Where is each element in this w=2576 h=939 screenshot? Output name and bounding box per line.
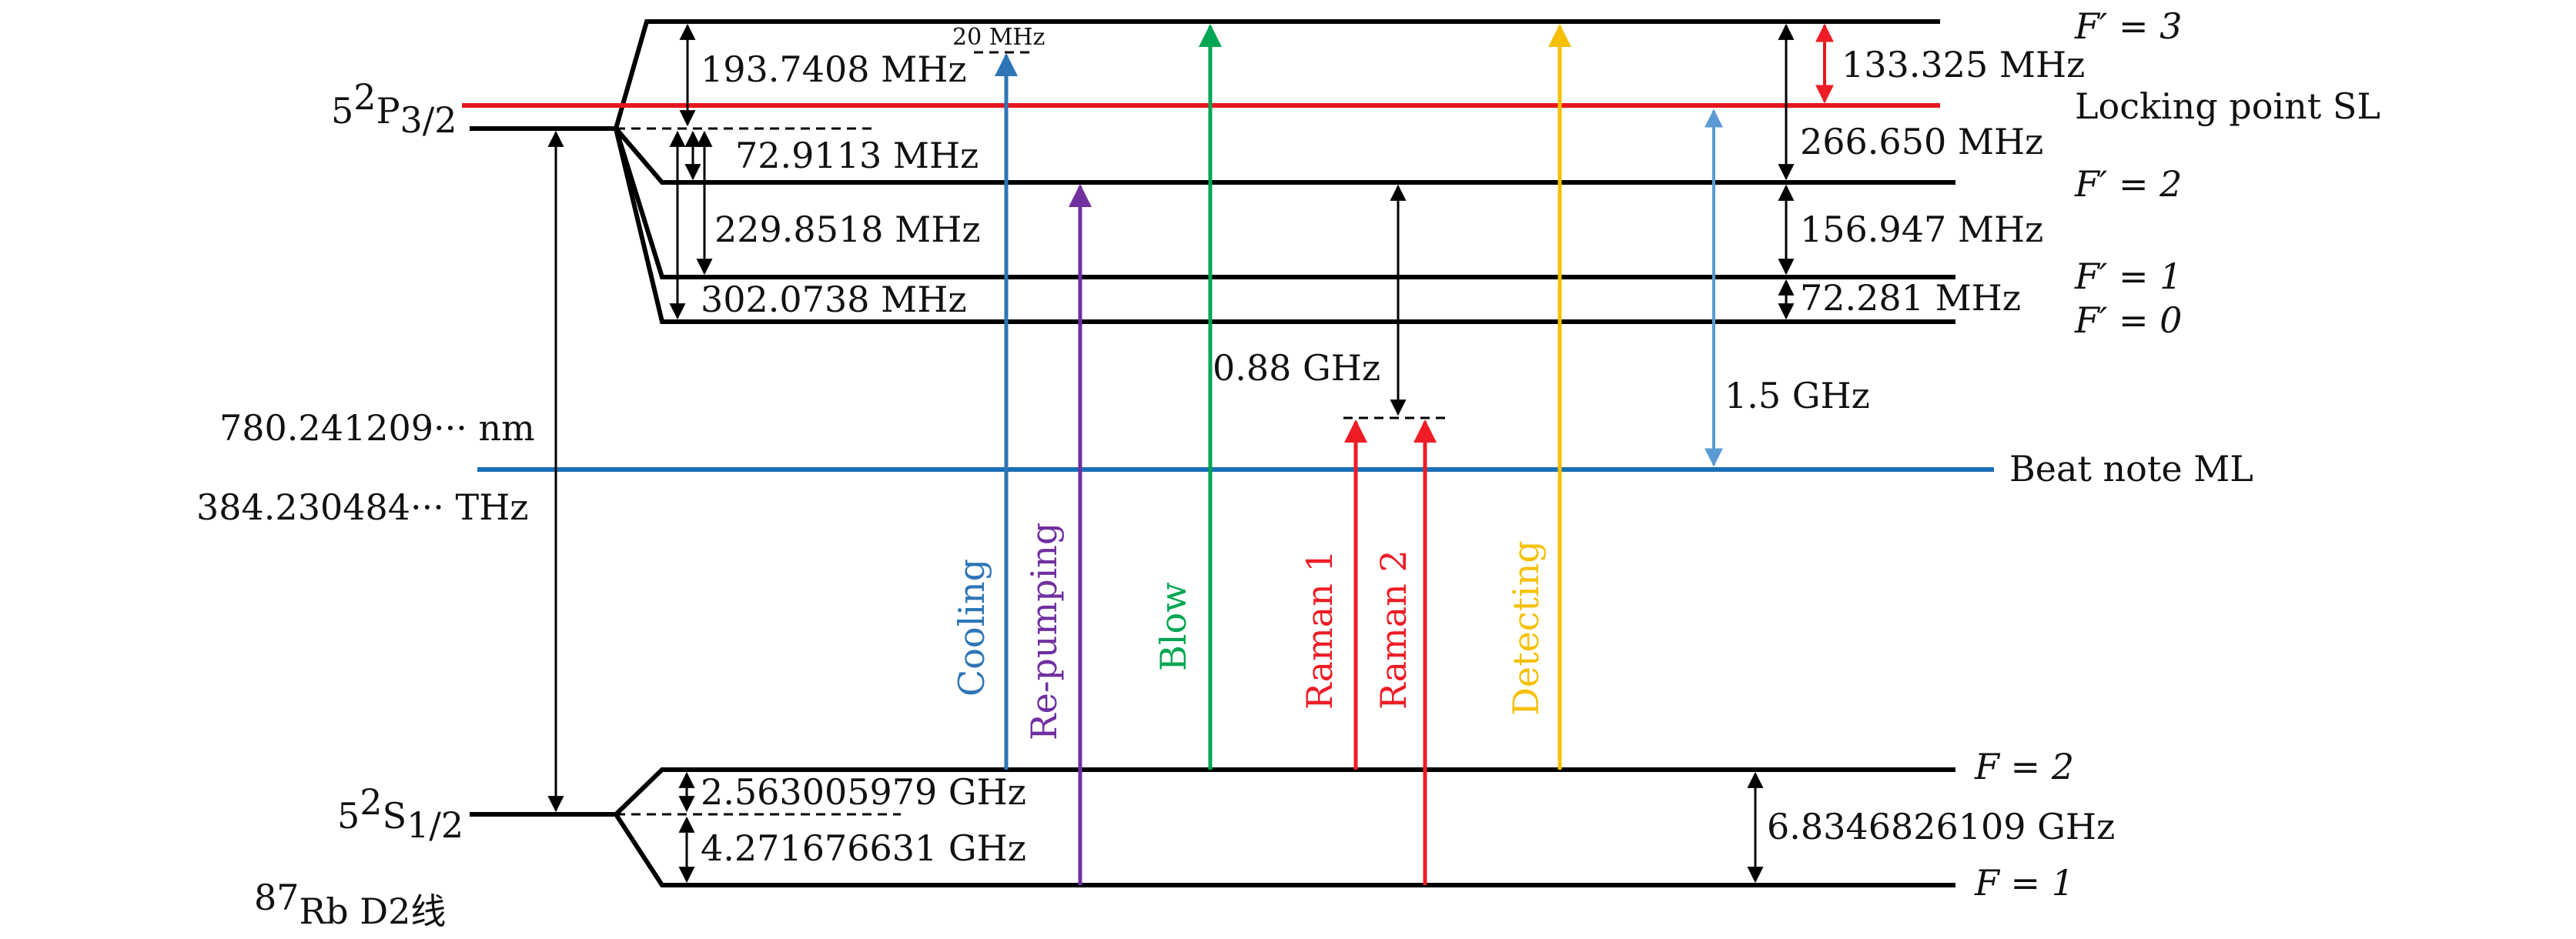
- label-72-2: 72.281 MHz: [1800, 277, 2021, 319]
- fan-p-f0: [614, 128, 1955, 324]
- label-raman2: Raman 2: [1373, 550, 1414, 710]
- label-6-83: 6.8346826109 GHz: [1767, 806, 2115, 847]
- label-beat-note: Beat note ML: [2009, 448, 2253, 490]
- label-156: 156.947 MHz: [1800, 209, 2043, 250]
- label-f1: F = 1: [1974, 862, 2074, 904]
- fan-p-f1: [614, 128, 1955, 279]
- label-302: 302.0738 MHz: [701, 279, 967, 320]
- label-wavelength: 780.241209··· nm: [219, 407, 535, 449]
- label-detecting: Detecting: [1505, 540, 1547, 716]
- label-fp2: F′ = 2: [2074, 163, 2182, 205]
- label-20mhz: 20 MHz: [952, 24, 1045, 51]
- label-frequency: 384.230484··· THz: [196, 486, 529, 528]
- label-fp3: F′ = 3: [2074, 5, 2182, 47]
- label-rb-d2: 87Rb D2线: [254, 877, 446, 932]
- label-2-56: 2.563005979 GHz: [701, 771, 1026, 813]
- label-1-5: 1.5 GHz: [1725, 375, 1870, 416]
- label-193: 193.7408 MHz: [701, 48, 967, 90]
- fan-p-f2: [614, 127, 1955, 185]
- label-133: 133.325 MHz: [1842, 44, 2085, 85]
- label-0-88: 0.88 GHz: [1213, 347, 1380, 389]
- energy-levels: [470, 19, 1955, 887]
- fan-s-f1: [614, 813, 1955, 887]
- label-5p32: 52P3/2: [331, 76, 457, 141]
- label-229: 229.8518 MHz: [714, 209, 981, 250]
- label-repumping: Re-pumping: [1023, 523, 1065, 740]
- fan-s-f2: [614, 767, 1955, 817]
- label-4-27: 4.271676631 GHz: [701, 827, 1026, 869]
- label-266: 266.650 MHz: [1800, 121, 2043, 162]
- label-fp1: F′ = 1: [2074, 256, 2182, 297]
- label-cooling: Cooling: [951, 559, 992, 697]
- label-fp0: F′ = 0: [2074, 299, 2182, 341]
- label-raman1: Raman 1: [1299, 550, 1340, 710]
- label-f2: F = 2: [1974, 746, 2074, 787]
- fan-p-f3: [614, 19, 1940, 129]
- label-blow: Blow: [1153, 582, 1194, 671]
- label-72-9: 72.9113 MHz: [735, 135, 979, 176]
- label-locking-point: Locking point SL: [2075, 85, 2380, 127]
- label-5s12: 52S1/2: [337, 781, 463, 846]
